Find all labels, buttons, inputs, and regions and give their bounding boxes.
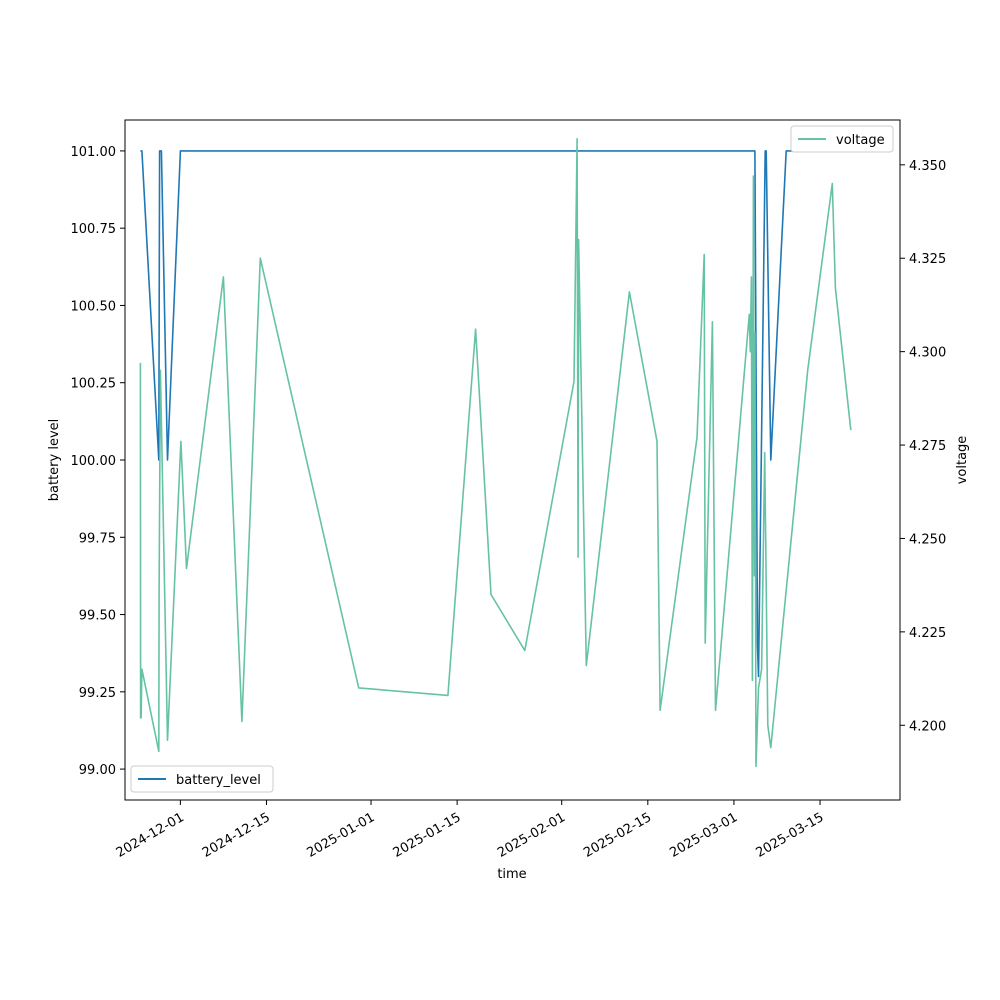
y2-tick: 4.250 <box>900 532 946 547</box>
y-tick: 100.50 <box>71 299 125 314</box>
legend-voltage: voltage <box>790 125 894 153</box>
y-tick: 99.25 <box>79 686 125 701</box>
y2-tick-label: 4.200 <box>909 719 946 734</box>
y-tick-label: 101.00 <box>71 145 117 160</box>
y-tick: 100.25 <box>71 377 125 392</box>
y2-tick: 4.325 <box>900 252 946 267</box>
y-tick: 99.75 <box>79 531 125 546</box>
legend-label-battery-level: battery_level <box>176 773 261 788</box>
y-tick-label: 99.50 <box>79 609 116 624</box>
y2-tick: 4.200 <box>900 719 946 734</box>
y2-tick-label: 4.300 <box>909 346 946 361</box>
legend-box <box>790 125 894 153</box>
y2-tick: 4.275 <box>900 439 946 454</box>
legend-battery-level: battery_level <box>130 765 274 793</box>
y2-tick-label: 4.350 <box>909 159 946 174</box>
series-layer <box>139 137 854 768</box>
y2-tick: 4.300 <box>900 346 946 361</box>
y-tick-label: 99.75 <box>79 531 116 546</box>
y-tick: 101.00 <box>71 145 125 160</box>
y-tick-label: 99.00 <box>79 763 116 778</box>
series-line-voltage <box>139 137 852 768</box>
y-tick: 99.00 <box>79 763 125 778</box>
y2-axis-label: voltage <box>955 436 970 485</box>
y-tick-label: 100.50 <box>71 299 117 314</box>
y-tick: 100.00 <box>71 454 125 469</box>
y-axis-label: battery level <box>47 419 62 502</box>
y-tick-label: 100.75 <box>71 222 117 237</box>
y-tick: 100.75 <box>71 222 125 237</box>
series-line-battery-level <box>140 150 854 678</box>
y2-tick-label: 4.225 <box>909 626 946 641</box>
x-axis-label: time <box>497 867 526 882</box>
y-tick-label: 100.00 <box>71 454 117 469</box>
y-tick: 99.50 <box>79 609 125 624</box>
legend-box <box>130 765 274 793</box>
legend-label-voltage: voltage <box>836 133 885 148</box>
y2-tick: 4.225 <box>900 626 946 641</box>
y2-tick-label: 4.250 <box>909 532 946 547</box>
y-tick-label: 100.25 <box>71 377 117 392</box>
y2-tick-label: 4.325 <box>909 252 946 267</box>
y-tick-label: 99.25 <box>79 686 116 701</box>
y2-tick: 4.350 <box>900 159 946 174</box>
y2-tick-label: 4.275 <box>909 439 946 454</box>
